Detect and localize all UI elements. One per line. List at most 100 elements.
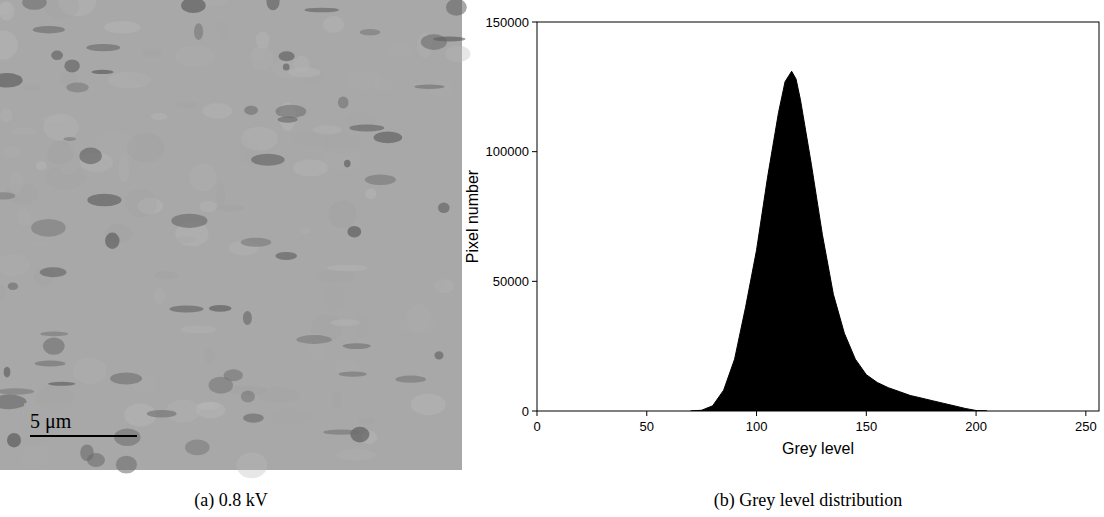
texture [446,46,471,63]
texture [11,128,37,136]
texture [329,201,357,229]
dark-patch [181,0,206,13]
texture [43,114,79,141]
x-tick-label: 150 [855,419,877,434]
texture [293,159,328,176]
dark-patch [243,311,252,325]
dark-patch [339,371,367,376]
dark-patch [79,148,101,165]
x-tick-label: 200 [965,419,987,434]
texture [217,183,225,207]
texture [251,45,273,71]
dark-patch [0,73,23,88]
dark-patch [8,283,18,291]
dark-patch [0,388,34,394]
dark-patch [344,160,351,168]
dark-patch [51,51,63,61]
plot-frame [537,22,1099,411]
texture [203,103,233,119]
dark-patch [33,26,65,33]
texture [269,409,311,424]
dark-patch [421,34,447,50]
scale-bar [30,435,137,437]
texture [336,449,376,460]
dark-patch [251,154,285,166]
texture [257,387,299,403]
x-tick-label: 250 [1075,419,1097,434]
texture [323,16,344,33]
texture [36,161,47,170]
texture [22,84,41,91]
texture [365,188,376,199]
texture [0,30,18,59]
dark-patch [91,70,113,74]
dark-patch [446,0,467,16]
texture [21,446,49,468]
dark-patch [350,427,369,443]
dark-patch [170,306,204,313]
texture [217,21,229,42]
texture [353,314,368,337]
texture [0,254,30,277]
texture [0,1,15,21]
x-axis-title: Grey level [782,440,854,457]
texture [272,59,313,78]
texture [358,418,376,425]
dark-patch [40,332,68,337]
dark-patch [349,125,384,132]
texture [141,32,182,44]
y-tick [532,22,537,23]
y-tick-label: 150000 [486,15,529,30]
texture [176,236,196,243]
texture [196,401,225,418]
texture [175,46,215,68]
texture [432,269,445,291]
texture [216,205,244,211]
dark-patch [241,238,271,247]
plot-area [691,71,987,411]
dark-patch [105,233,119,249]
dark-patch [87,453,105,467]
dark-patch [414,85,444,89]
x-tick-label: 0 [533,419,540,434]
texture [41,319,55,327]
texture [189,163,216,191]
dark-patch [0,395,27,410]
texture [128,65,169,86]
texture [331,319,360,326]
sem-image [0,0,470,478]
dark-patch [4,367,11,378]
dark-patch [147,410,177,418]
texture [176,102,198,109]
texture [204,348,214,364]
dark-patch [209,377,233,394]
dark-patch [365,175,396,185]
dark-patch [35,361,66,367]
dark-patch [244,106,258,115]
dark-patch [64,59,80,72]
texture [44,0,79,19]
x-tick [866,411,867,416]
caption: (b) Grey level distribution [714,490,902,511]
x-tick-label: 100 [746,419,768,434]
dark-patch [116,456,137,474]
dark-patch [305,8,339,13]
texture [411,394,446,415]
texture [0,286,6,302]
texture [9,172,24,194]
dark-patch [86,44,120,51]
dark-patch [7,433,21,448]
texture [269,22,300,37]
x-tick [646,411,647,416]
dark-patch [110,373,142,385]
dark-patch [194,23,203,40]
texture [154,288,165,305]
x-tick [1085,411,1086,416]
dark-patch [241,390,255,402]
dark-patch [395,376,426,383]
texture [104,21,140,34]
x-tick [756,411,757,416]
texture [241,127,278,151]
scale-bar-label: 5 μm [30,410,72,433]
dark-patch [275,252,297,260]
